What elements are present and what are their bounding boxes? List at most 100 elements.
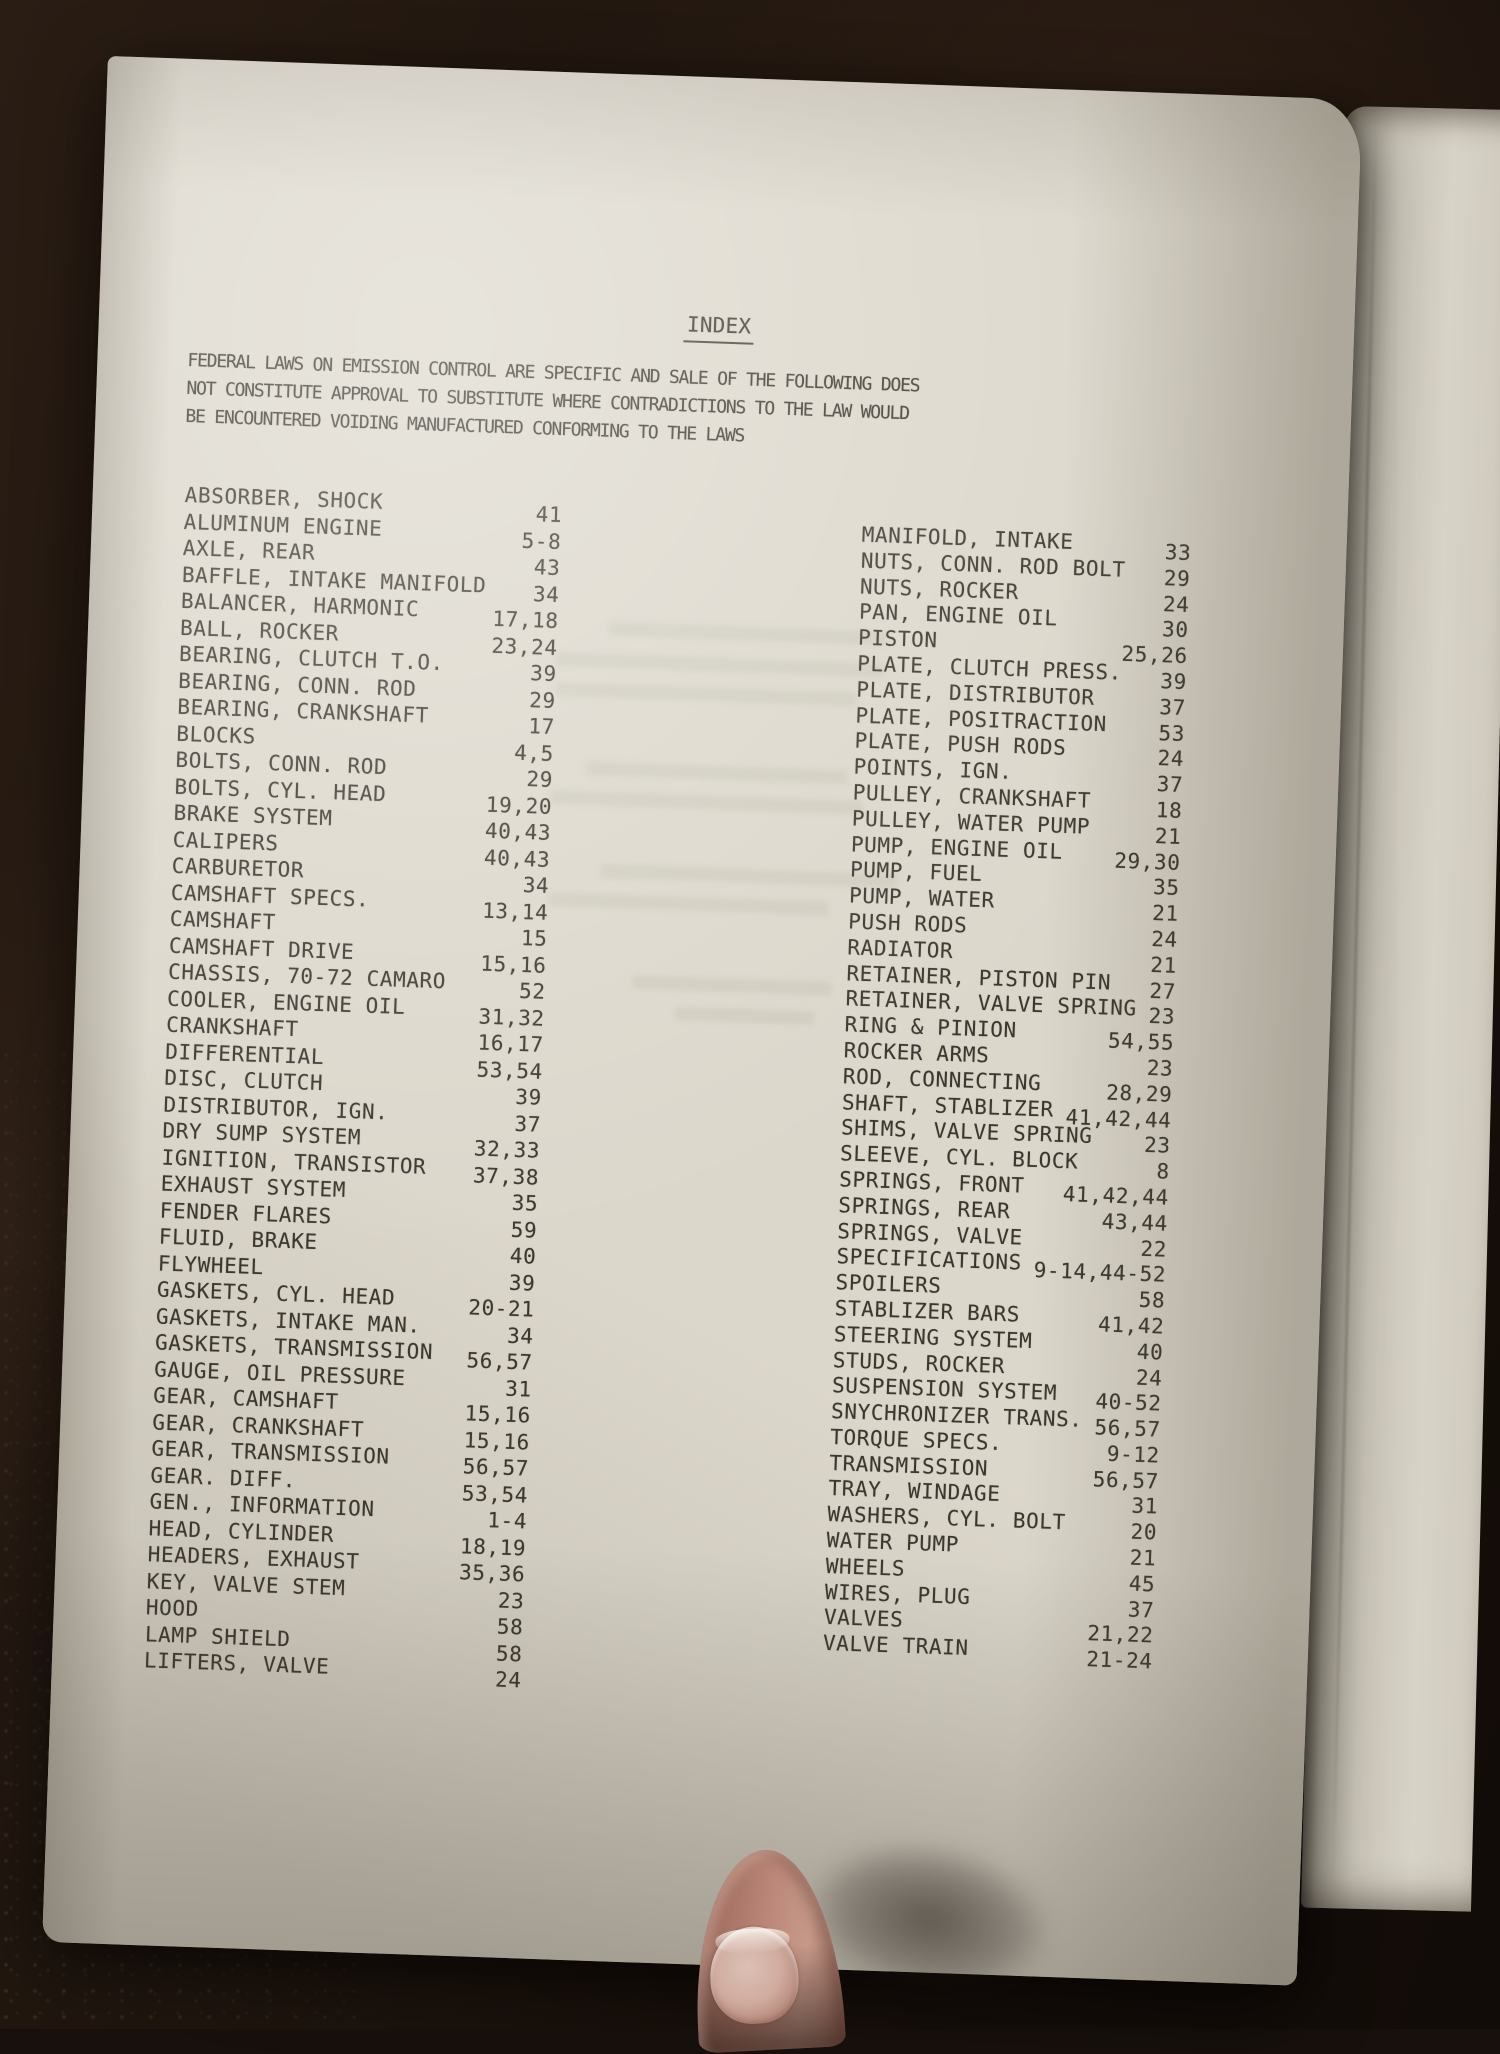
index-entry-pages: 21	[1129, 1545, 1157, 1571]
index-entry-label: VALVE TRAIN	[822, 1631, 970, 1661]
index-entry-pages: 15,16	[463, 1427, 531, 1455]
show-through-smudge	[555, 682, 857, 707]
index-entry-pages: 21	[1151, 901, 1180, 927]
index-page: INDEX FEDERAL LAWS ON EMISSION CONTROL A…	[42, 56, 1363, 1986]
index-entry-pages: 43	[533, 555, 561, 581]
index-entry-label: PUMP, WATER	[848, 883, 996, 913]
index-entry-pages: 31,32	[478, 1004, 546, 1031]
index-entry-pages: 5-8	[521, 528, 562, 554]
index-entry-pages: 53	[1158, 720, 1186, 746]
index-entry-pages: 45	[1128, 1571, 1156, 1597]
index-entry-label: WIRES, PLUG	[824, 1579, 971, 1609]
index-left-column: ABSORBER, SHOCK 41 ALUMINUM ENGINE 5-8 A…	[143, 482, 563, 1692]
index-entry-label: TRANSMISSION	[828, 1450, 989, 1481]
index-entry-label: FLUID, BRAKE	[158, 1224, 319, 1255]
index-entry-pages: 52	[518, 978, 547, 1004]
index-entry-label: VALVES	[823, 1605, 904, 1633]
page-title: INDEX	[683, 312, 755, 345]
index-entry-pages: 30	[1161, 617, 1190, 643]
index-entry-pages: 32,33	[473, 1136, 541, 1163]
index-entry-pages: 21	[1150, 952, 1178, 978]
index-entry-label: ABSORBER, SHOCK	[184, 482, 384, 514]
index-entry-pages: 9-14,44-52	[1033, 1258, 1167, 1287]
index-entry-pages: 18	[1155, 798, 1183, 823]
index-entry-pages: 34	[532, 581, 560, 607]
index-entry-pages: 33	[1164, 540, 1192, 566]
index-entry-pages: 53,54	[461, 1480, 529, 1508]
index-entry-pages: 58	[1138, 1287, 1166, 1313]
show-through-smudge	[548, 891, 829, 916]
index-entry-pages: 29	[526, 767, 554, 792]
index-entry-pages: 39	[1159, 669, 1188, 695]
index-entry-pages: 17,18	[491, 606, 559, 634]
index-entry-pages: 21	[1154, 823, 1182, 849]
index-entry-pages: 28,29	[1105, 1080, 1173, 1107]
index-entry-label: PUMP, FUEL	[849, 857, 983, 887]
index-entry-label: CARBURETOR	[171, 853, 305, 883]
index-entry-label: EXHAUST SYSTEM	[160, 1171, 347, 1202]
index-entry-label: TORQUE SPECS.	[829, 1424, 1003, 1455]
index-entry-label: CAMSHAFT DRIVE	[168, 933, 355, 964]
index-entry-pages: 4,5	[513, 740, 555, 766]
index-entry-pages: 59	[510, 1217, 538, 1243]
index-entry-pages: 40	[509, 1243, 537, 1269]
index-entry-label: HEAD, CYLINDER	[148, 1515, 335, 1547]
index-entry-pages: 56,57	[1094, 1415, 1162, 1442]
show-through-smudge	[585, 761, 848, 785]
index-entry-pages: 20-21	[467, 1295, 535, 1322]
index-entry-label: DIFFERENTIAL	[164, 1039, 325, 1069]
index-entry-label: CRANKSHAFT	[165, 1012, 300, 1042]
index-entry-pages: 40	[1136, 1339, 1164, 1365]
index-entry-pages: 40,43	[484, 818, 552, 845]
index-entry-pages: 22	[1140, 1236, 1168, 1262]
index-entry-pages: 21-24	[1086, 1647, 1154, 1674]
index-entry-label: AXLE, REAR	[182, 535, 316, 565]
index-entry-pages: 29	[528, 687, 557, 713]
index-entry-pages: 40-52	[1095, 1389, 1163, 1416]
index-entry-label: BRAKE SYSTEM	[173, 800, 333, 831]
index-entry-pages: 23	[1148, 1004, 1176, 1030]
index-entry-pages: 41,42,44	[1065, 1104, 1172, 1133]
index-entry-pages: 56,57	[1092, 1466, 1160, 1494]
index-entry-pages: 56,57	[462, 1454, 530, 1481]
index-entry-pages: 9-12	[1106, 1441, 1161, 1468]
index-entry-pages: 54,55	[1107, 1028, 1175, 1055]
emission-disclaimer-text: FEDERAL LAWS ON EMISSION CONTROL ARE SPE…	[185, 349, 920, 447]
index-entry-pages: 13,14	[481, 898, 549, 925]
index-entry-pages: 35	[511, 1190, 539, 1216]
index-entry-label: NUTS, ROCKER	[859, 574, 1020, 604]
index-right-column: MANIFOLD, INTAKE 33 NUTS, CONN. ROD BOLT…	[822, 523, 1192, 1674]
index-entry-pages: 17	[527, 714, 556, 739]
index-entry-pages: 27	[1149, 978, 1177, 1004]
index-entry-pages: 31	[504, 1376, 533, 1402]
index-entry-pages: 15	[520, 925, 548, 951]
index-entry-pages: 23	[1146, 1055, 1174, 1081]
index-entry-pages: 20	[1130, 1519, 1158, 1545]
index-entry-label: WATER PUMP	[826, 1528, 960, 1557]
index-entry-pages: 39	[508, 1270, 536, 1296]
index-entry-pages: 37	[1159, 694, 1187, 720]
index-entry-pages: 43,44	[1101, 1209, 1169, 1236]
index-entry-pages: 29	[1163, 565, 1191, 591]
index-entry-pages: 23,24	[491, 633, 559, 660]
fingernail	[707, 1924, 801, 2026]
index-entry-label: TRAY, WINDAGE	[828, 1476, 1001, 1507]
index-entry-pages: 25,26	[1121, 641, 1189, 669]
index-entry-label: BALL, ROCKER	[179, 615, 340, 645]
index-entry-label: FENDER FLARES	[159, 1198, 333, 1229]
index-entry-label: GEAR, CAMSHAFT	[152, 1383, 339, 1414]
index-entry-label: CALIPERS	[172, 827, 280, 855]
index-entry-label: SPOILERS	[835, 1270, 942, 1298]
index-entry-pages: 37	[514, 1111, 542, 1137]
index-entry-pages: 24	[1135, 1365, 1163, 1391]
index-entry-pages: 16,17	[477, 1030, 545, 1057]
index-entry-pages: 24	[494, 1667, 522, 1693]
index-entry-pages: 56,57	[466, 1348, 534, 1375]
index-entry-pages: 23	[1143, 1133, 1172, 1159]
show-through-smudge	[550, 789, 863, 815]
index-entry-label: PUSH RODS	[847, 909, 968, 938]
show-through-smudge	[608, 621, 889, 646]
index-entry-label: LIFTERS, VALVE	[143, 1648, 330, 1679]
index-entry-pages: 58	[495, 1641, 523, 1666]
index-entry-pages: 23	[497, 1588, 525, 1613]
